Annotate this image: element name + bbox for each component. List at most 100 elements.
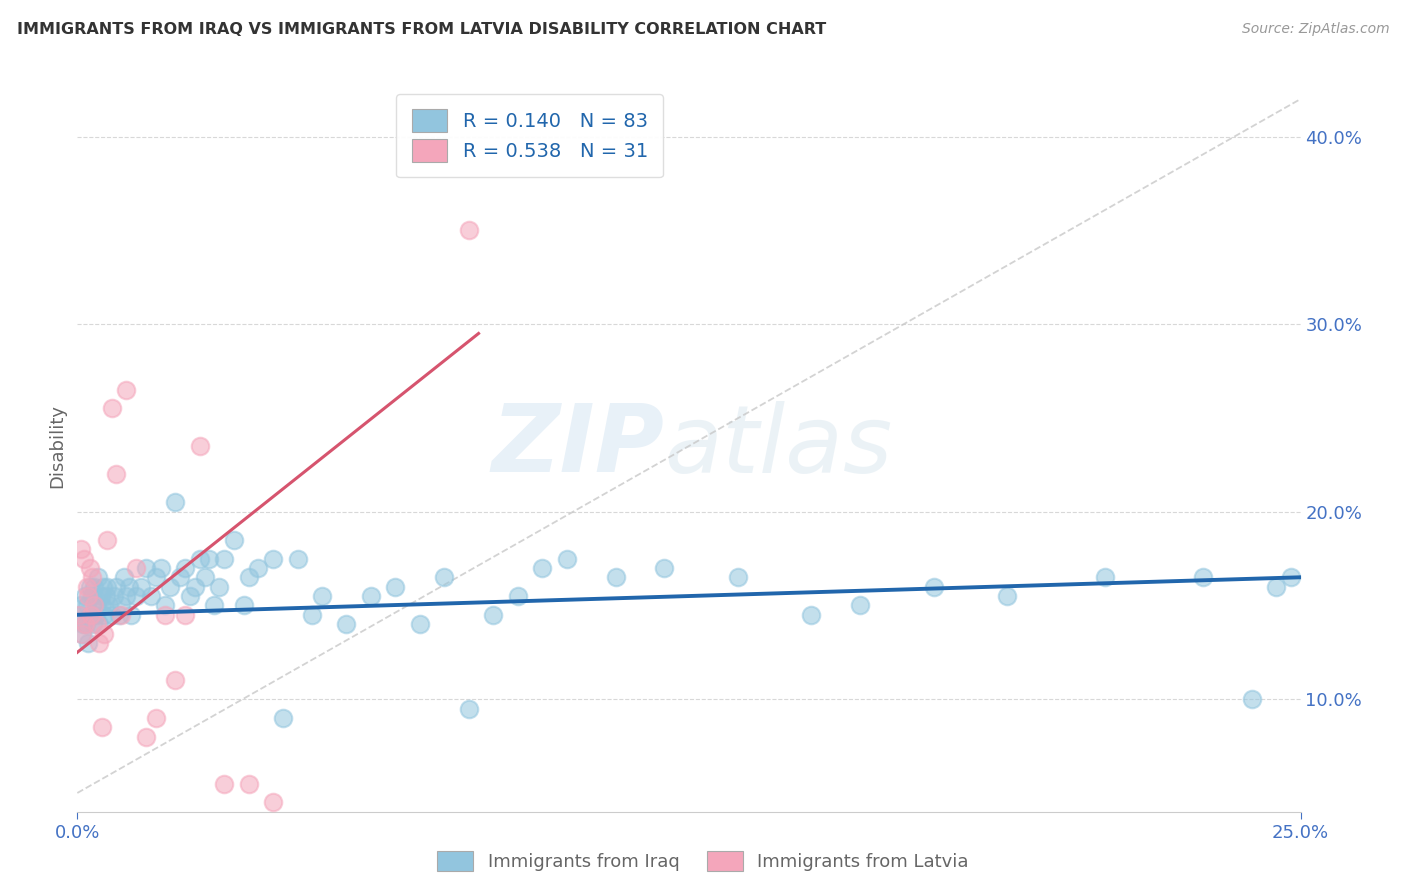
Point (72, 617, 94, 632)
Point (76, 580, 98, 594)
Point (555, 551, 578, 566)
Point (98, 599, 121, 613)
Point (94, 589, 117, 603)
Point (70, 626, 93, 640)
Point (125, 589, 148, 603)
Point (82, 617, 104, 632)
Point (188, 551, 211, 566)
Point (184, 580, 207, 594)
Y-axis label: Disability: Disability (48, 404, 66, 488)
Point (311, 589, 333, 603)
Point (360, 589, 382, 603)
Point (849, 599, 872, 613)
Point (77, 589, 100, 603)
Point (76, 599, 98, 613)
Text: Source: ZipAtlas.com: Source: ZipAtlas.com (1241, 22, 1389, 37)
Point (271, 711, 294, 725)
Point (727, 570, 749, 584)
Point (112, 570, 135, 584)
Point (70, 626, 93, 640)
Point (90, 720, 112, 734)
Point (212, 776, 235, 790)
Point (139, 589, 162, 603)
Point (409, 617, 432, 632)
Point (155, 599, 177, 613)
Point (457, 701, 479, 715)
Point (531, 561, 554, 575)
Point (89, 617, 111, 632)
Point (91, 580, 114, 594)
Text: ZIP: ZIP (492, 400, 665, 492)
Point (69, 542, 91, 557)
Point (120, 607, 142, 622)
Point (100, 607, 122, 622)
Point (83, 580, 105, 594)
Point (75, 617, 97, 632)
Point (287, 551, 309, 566)
Point (238, 570, 260, 584)
Point (90, 589, 112, 603)
Point (654, 561, 676, 575)
Point (922, 580, 945, 594)
Point (110, 599, 132, 613)
Point (1191, 570, 1213, 584)
Point (482, 607, 505, 622)
Point (179, 589, 201, 603)
Point (80, 607, 103, 622)
Point (202, 599, 225, 613)
Point (174, 561, 197, 575)
Point (135, 561, 157, 575)
Point (82, 570, 104, 584)
Point (165, 673, 187, 688)
Point (384, 580, 406, 594)
Point (77, 636, 100, 650)
Point (1265, 580, 1288, 594)
Point (995, 589, 1018, 603)
Point (100, 401, 122, 416)
Point (1279, 570, 1302, 584)
Point (75, 617, 97, 632)
Point (247, 561, 270, 575)
Point (149, 561, 172, 575)
Legend: Immigrants from Iraq, Immigrants from Latvia: Immigrants from Iraq, Immigrants from La… (430, 844, 976, 879)
Point (105, 580, 128, 594)
Point (238, 776, 260, 790)
Point (262, 795, 284, 809)
Point (93, 607, 115, 622)
Point (115, 589, 138, 603)
Point (83, 599, 105, 613)
Point (169, 570, 191, 584)
Point (86, 599, 108, 613)
Point (93, 626, 115, 640)
Point (800, 607, 823, 622)
Point (96, 580, 118, 594)
Point (174, 607, 197, 622)
Point (79, 580, 101, 594)
Point (89, 636, 111, 650)
Point (262, 551, 284, 566)
Point (165, 495, 187, 509)
Point (86, 617, 108, 632)
Point (1094, 570, 1116, 584)
Point (1240, 692, 1263, 706)
Point (212, 551, 235, 566)
Legend: R = 0.140   N = 83, R = 0.538   N = 31: R = 0.140 N = 83, R = 0.538 N = 31 (396, 94, 664, 178)
Point (155, 607, 177, 622)
Point (73, 589, 96, 603)
Point (69, 607, 91, 622)
Point (145, 711, 167, 725)
Point (67, 607, 90, 622)
Point (506, 589, 529, 603)
Point (84, 607, 107, 622)
Text: IMMIGRANTS FROM IRAQ VS IMMIGRANTS FROM LATVIA DISABILITY CORRELATION CHART: IMMIGRANTS FROM IRAQ VS IMMIGRANTS FROM … (17, 22, 827, 37)
Point (188, 439, 211, 453)
Point (198, 551, 221, 566)
Text: atlas: atlas (665, 401, 893, 491)
Point (457, 223, 479, 237)
Point (110, 607, 132, 622)
Point (80, 589, 103, 603)
Point (70, 599, 93, 613)
Point (87, 570, 110, 584)
Point (208, 580, 231, 594)
Point (103, 589, 125, 603)
